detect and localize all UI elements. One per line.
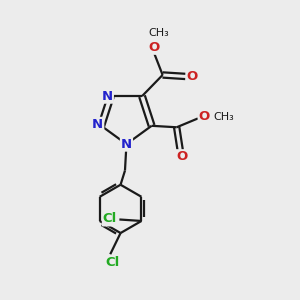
Text: O: O bbox=[187, 70, 198, 83]
Text: N: N bbox=[102, 90, 113, 103]
Text: N: N bbox=[92, 118, 103, 131]
Text: O: O bbox=[199, 110, 210, 124]
Text: N: N bbox=[121, 138, 132, 151]
Text: Cl: Cl bbox=[103, 212, 117, 225]
Text: CH₃: CH₃ bbox=[148, 28, 169, 38]
Text: Cl: Cl bbox=[106, 256, 120, 269]
Text: CH₃: CH₃ bbox=[213, 112, 234, 122]
Text: O: O bbox=[176, 150, 187, 163]
Text: O: O bbox=[149, 41, 160, 54]
